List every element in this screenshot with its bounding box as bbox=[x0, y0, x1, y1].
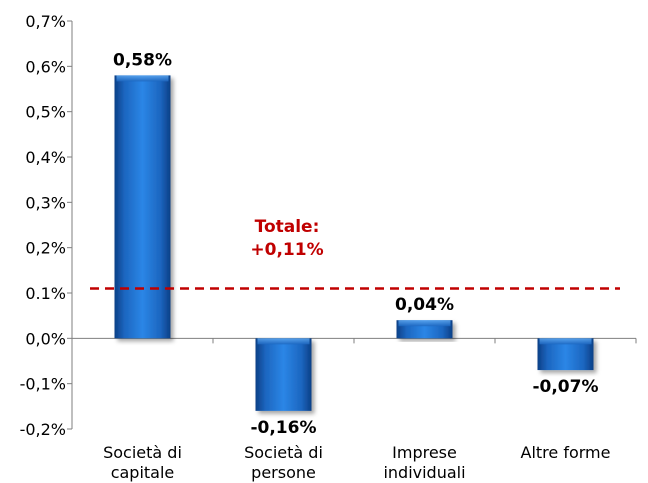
bar bbox=[396, 320, 453, 339]
bars bbox=[114, 75, 594, 411]
bar-highlight bbox=[116, 75, 169, 82]
bar bbox=[114, 75, 171, 339]
total-label: Totale: bbox=[255, 217, 320, 237]
reference-line-group: Totale: +0,11% bbox=[90, 217, 620, 290]
category-label: Altre forme bbox=[521, 443, 611, 462]
data-labels: 0,58% -0,16% 0,04% -0,07% bbox=[113, 50, 599, 437]
y-tick-label: 0,3% bbox=[25, 193, 66, 212]
bar-highlight bbox=[257, 338, 310, 345]
y-tick-label: 0,0% bbox=[25, 329, 66, 348]
y-tick-label: -0,2% bbox=[20, 420, 66, 439]
y-tick-label: 0,5% bbox=[25, 103, 66, 122]
bar-highlight bbox=[398, 320, 451, 327]
y-tick-label: 0,6% bbox=[25, 57, 66, 76]
bar-highlight bbox=[539, 338, 592, 345]
bar bbox=[255, 338, 312, 411]
category-label: Società di bbox=[103, 443, 182, 462]
y-tick-label: 0.1% bbox=[25, 284, 66, 303]
bar bbox=[537, 338, 594, 371]
data-label: 0,58% bbox=[113, 50, 172, 70]
y-axis: 0,7% 0,6% 0,5% 0,4% 0,3% 0,2% 0.1% 0,0% -0,1% -0,… bbox=[20, 12, 73, 439]
category-label: Imprese bbox=[392, 443, 457, 462]
y-tick-label: 0,4% bbox=[25, 148, 66, 167]
bar-body bbox=[255, 338, 312, 411]
data-label: 0,04% bbox=[395, 295, 454, 315]
category-label: Società di bbox=[244, 443, 323, 462]
data-label: -0,16% bbox=[250, 418, 316, 438]
y-tick-label: 0,2% bbox=[25, 239, 66, 258]
bar-body bbox=[114, 75, 171, 339]
data-label: -0,07% bbox=[532, 377, 598, 397]
total-label: +0,11% bbox=[250, 240, 323, 260]
category-label: persone bbox=[251, 463, 316, 482]
y-tick-label: 0,7% bbox=[25, 12, 66, 31]
category-label: capitale bbox=[111, 463, 175, 482]
category-label: individuali bbox=[383, 463, 465, 482]
y-tick-label: -0,1% bbox=[20, 375, 66, 394]
